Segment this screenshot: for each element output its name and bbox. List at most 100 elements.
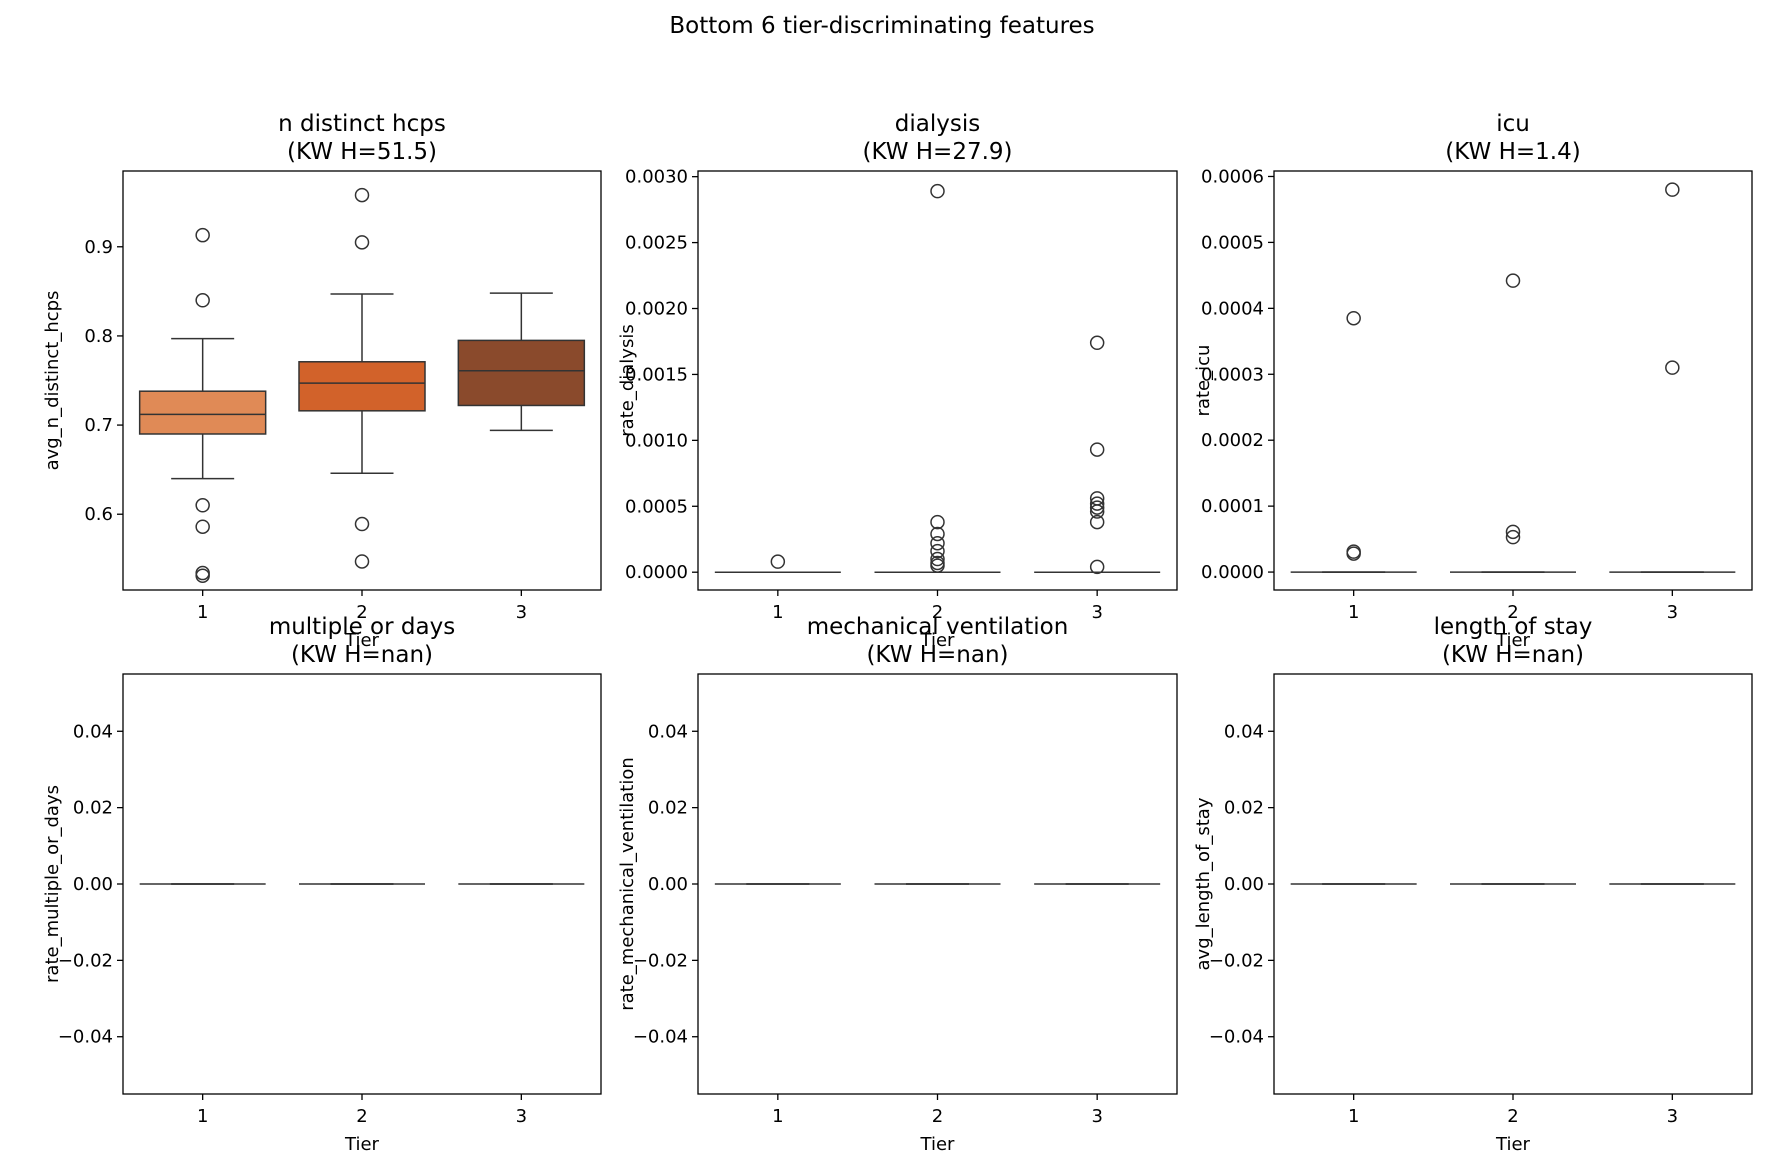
y-tick-label: 0.0000 (625, 562, 688, 583)
y-tick-label: 0.02 (73, 798, 113, 819)
x-tick-label: 3 (1091, 602, 1102, 623)
subplot-title: dialysis (895, 111, 980, 137)
subplot-title: length of stay (1434, 614, 1593, 640)
y-axis-label: rate_dialysis (617, 324, 638, 436)
figure-suptitle: Bottom 6 tier-discriminating features (669, 13, 1094, 39)
box-tier-2 (874, 183, 1001, 573)
subplot-title: n distinct hcps (278, 111, 446, 137)
y-tick-label: 0.0025 (625, 233, 688, 254)
y-axis-label: avg_n_distinct_hcps (42, 291, 63, 471)
subplot-3: icu(KW H=1.4) 0.0000 0.0001 0.0002 0.0003 0.0… (1193, 111, 1753, 651)
outlier-point (930, 535, 945, 551)
y-tick-label: −0.02 (58, 950, 113, 971)
box-tier-2 (1450, 273, 1576, 573)
subplot-subtitle: (KW H=nan) (866, 642, 1008, 668)
subplot-5: mechanical ventilation(KW H=nan) −0.04 −0.… (617, 614, 1178, 1155)
outlier-point (1089, 504, 1105, 519)
y-tick-label: −0.02 (633, 950, 688, 971)
x-tick-label: 2 (1507, 1106, 1518, 1127)
y-axis-label: rate_mechanical_ventilation (617, 757, 638, 1011)
outlier-point (195, 227, 210, 243)
x-tick-label: 3 (516, 602, 527, 623)
outlier-point (1346, 546, 1361, 561)
outlier-point (1665, 360, 1680, 375)
outlier-point (354, 554, 370, 569)
subplot-4: multiple or days(KW H=nan) −0.04 −0.02 0.00… (42, 614, 602, 1155)
y-tick-label: 0.02 (1224, 798, 1264, 819)
x-axis-label: Tier (920, 1134, 956, 1155)
y-tick-label: 0.04 (1224, 721, 1264, 742)
x-tick-label: 3 (516, 1106, 527, 1127)
y-tick-label: −0.04 (1209, 1027, 1264, 1048)
x-axis-label: Tier (920, 630, 956, 651)
outlier-point (930, 183, 945, 199)
outlier-point (1346, 310, 1361, 326)
y-tick-label: 0.00 (1224, 874, 1264, 895)
y-axis-label: rate_multiple_or_days (42, 785, 63, 983)
outlier-point (1089, 500, 1105, 515)
y-tick-label: 0.04 (648, 721, 688, 742)
box-tier-2 (298, 187, 426, 569)
outlier-point (1505, 529, 1521, 545)
y-tick-label: 0.0000 (1201, 562, 1264, 583)
y-tick-label: 0.02 (648, 798, 688, 819)
outlier-point (930, 543, 945, 559)
outlier-point (1089, 559, 1105, 575)
outlier-point (195, 498, 210, 513)
outlier-point (195, 568, 210, 583)
y-tick-label: 0.0006 (1201, 166, 1264, 187)
outlier-point (1505, 524, 1521, 540)
box-tier-1 (1290, 310, 1417, 573)
y-tick-label: 0.04 (73, 721, 113, 742)
subplot-subtitle: (KW H=27.9) (862, 139, 1012, 165)
subplot-subtitle: (KW H=nan) (1442, 642, 1584, 668)
x-axis-label: Tier (1495, 1134, 1531, 1155)
x-tick-label: 3 (1667, 1106, 1678, 1127)
outlier-point (770, 554, 786, 569)
outlier-point (195, 519, 210, 534)
iqr-box (138, 390, 267, 435)
y-tick-label: 0.0005 (625, 496, 688, 517)
outlier-point (1089, 514, 1105, 530)
y-tick-label: 0.0010 (625, 430, 688, 451)
subplot-1: n distinct hcps(KW H=51.5) 0.6 0.7 0.8 0.9 1 2… (42, 111, 602, 651)
outlier-point (930, 558, 945, 573)
y-axis-label: rate_icu (1193, 345, 1214, 417)
outlier-point (1089, 496, 1105, 511)
outlier-point (354, 235, 370, 250)
x-tick-label: 2 (356, 602, 367, 623)
y-tick-label: −0.02 (1209, 950, 1264, 971)
subplot-subtitle: (KW H=nan) (291, 642, 433, 668)
y-tick-label: 0.7 (84, 415, 113, 436)
y-tick-label: 0.6 (84, 504, 113, 525)
subplot-6: length of stay(KW H=nan) −0.04 −0.02 0.00 0.… (1193, 614, 1753, 1155)
subplot-grid: n distinct hcps(KW H=51.5) 0.6 0.7 0.8 0.9 1 2… (42, 111, 1753, 1155)
x-axis-label: Tier (1495, 630, 1531, 651)
y-tick-label: 0.8 (84, 326, 113, 347)
y-tick-label: 0.0002 (1201, 430, 1264, 451)
y-tick-label: 0.0001 (1201, 496, 1264, 517)
subplot-subtitle: (KW H=51.5) (287, 139, 437, 165)
x-tick-label: 1 (197, 602, 208, 623)
x-tick-label: 1 (1348, 1106, 1359, 1127)
x-tick-label: 2 (932, 1106, 943, 1127)
outlier-point (930, 514, 945, 530)
x-tick-label: 1 (1348, 602, 1359, 623)
subplot-subtitle: (KW H=1.4) (1445, 139, 1580, 165)
y-tick-label: 0.00 (648, 874, 688, 895)
outlier-point (1089, 442, 1105, 457)
x-tick-label: 3 (1091, 1106, 1102, 1127)
x-axis-label: Tier (344, 1134, 380, 1155)
x-tick-label: 1 (772, 1106, 783, 1127)
y-tick-label: −0.04 (58, 1027, 113, 1048)
box-tier-3 (1034, 335, 1161, 575)
outlier-point (930, 551, 945, 567)
y-tick-label: 0.0020 (625, 299, 688, 320)
outlier-point (1089, 335, 1105, 351)
box-tier-3 (457, 292, 586, 432)
box-tier-1 (714, 554, 841, 573)
x-axis-label: Tier (344, 630, 380, 651)
x-tick-label: 1 (197, 1106, 208, 1127)
outlier-point (354, 187, 370, 203)
